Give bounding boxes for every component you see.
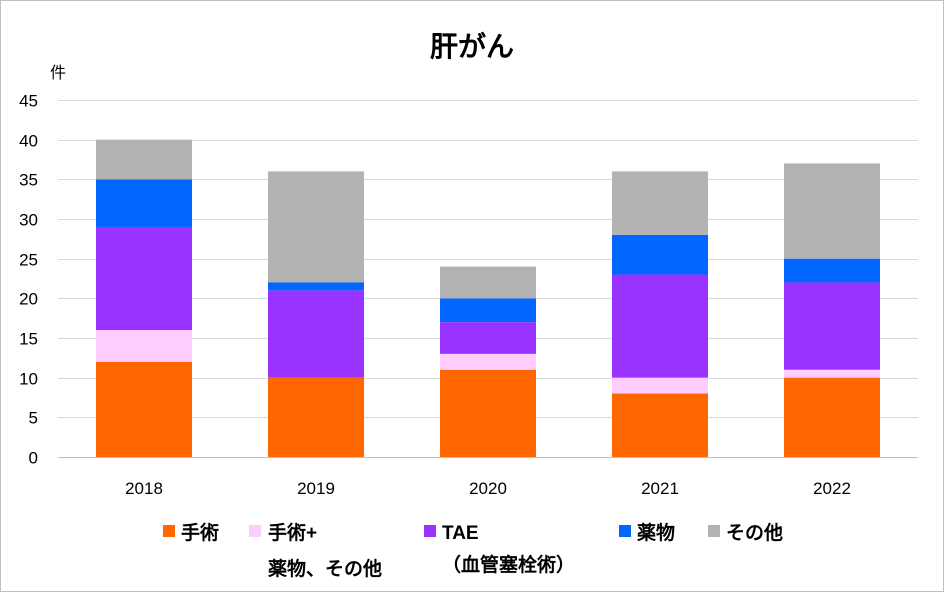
x-tick-label: 2022 [813,479,851,498]
x-tick-label: 2020 [469,479,507,498]
bar-segment [440,298,536,323]
legend-swatch [424,525,436,537]
legend-swatch [249,525,261,537]
legend-swatch [708,525,720,537]
bar-segment [612,171,708,235]
bar-segment [784,377,880,457]
bar-segment [440,369,536,457]
bar-segment [96,226,192,331]
legend-label: 手術+ [268,521,317,544]
chart-title: 肝がん [430,30,514,62]
bar-segment [268,377,364,457]
bar-segment [612,274,708,378]
x-axis-ticks: 2018 2019 2020 2021 2022 [125,479,851,498]
y-tick-label: 20 [19,290,38,309]
bars [96,139,880,457]
bar-segment [268,290,364,378]
legend-label: TAE [442,523,479,544]
y-tick-label: 5 [29,409,38,428]
bar-segment [440,353,536,370]
bar-segment [268,171,364,283]
legend-label: その他 [726,521,783,544]
y-tick-label: 30 [19,211,38,230]
bar-segment [440,322,536,354]
gridlines [58,100,918,418]
legend-label: 薬物 [636,521,675,544]
y-tick-label: 45 [19,92,38,111]
y-tick-label: 10 [19,370,38,389]
bar-segment [96,139,192,180]
bar-segment [612,377,708,394]
x-tick-label: 2019 [297,479,335,498]
y-tick-label: 35 [19,171,38,190]
bar-segment [268,282,364,291]
bar-segment [784,369,880,378]
bar-segment [96,361,192,457]
legend: 手術 手術+ 薬物、その他 TAE （血管塞栓術） 薬物 その他 [163,521,783,580]
bar-segment [612,393,708,457]
bar-segment [440,266,536,299]
bar-segment [784,282,880,370]
legend-label: 薬物、その他 [267,557,382,580]
bar-segment [612,234,708,275]
bar-segment [96,330,192,362]
legend-swatch [163,525,175,537]
y-tick-label: 0 [29,449,38,468]
y-axis-unit: 件 [50,64,66,82]
y-axis-ticks: 0 5 10 15 20 25 30 35 40 45 [19,92,38,468]
legend-label: 手術 [181,521,219,544]
bar-segment [784,258,880,283]
bar-segment [96,179,192,227]
y-tick-label: 25 [19,251,38,270]
bar-segment [784,163,880,259]
x-tick-label: 2018 [125,479,163,498]
y-tick-label: 15 [19,330,38,349]
legend-swatch [619,525,631,537]
legend-label: （血管塞栓術） [442,553,575,576]
x-tick-label: 2021 [641,479,679,498]
y-tick-label: 40 [19,132,38,151]
